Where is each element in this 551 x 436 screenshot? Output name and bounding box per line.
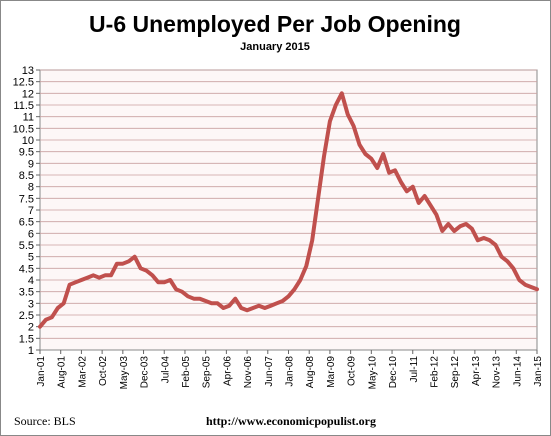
x-tick-label: Oct-02 [98, 356, 109, 386]
y-tick-label: 11.5 [13, 100, 34, 112]
y-tick-label: 10 [22, 135, 34, 147]
series-lines [38, 91, 539, 329]
y-tick-label: 6.5 [19, 217, 34, 229]
y-tick-label: 5 [28, 252, 34, 264]
x-tick-label: Dec-03 [140, 356, 151, 389]
x-tick-label: Feb-12 [429, 356, 440, 388]
source-label: Source: BLS [14, 414, 76, 428]
y-tick-label: 7 [28, 205, 34, 217]
y-tick-label: 8.5 [19, 170, 34, 182]
y-tick-label: 11 [23, 112, 34, 124]
x-tick-label: Oct-09 [347, 356, 358, 386]
x-tick-label: Jul-11 [409, 356, 420, 383]
y-tick-label: 5.5 [19, 240, 34, 252]
x-tick-label: Sep-12 [450, 356, 461, 389]
y-tick-label: 4.5 [19, 263, 34, 275]
y-tick-label: 8 [28, 182, 34, 194]
x-tick-label: May-03 [119, 356, 130, 390]
y-tick-label: 9 [28, 158, 34, 170]
x-tick-label: Mar-09 [326, 356, 337, 388]
y-tick-label: 2 [28, 322, 34, 334]
y-tick-label: 3 [28, 298, 34, 310]
x-tick-label: Jan-08 [285, 356, 296, 387]
chart-subtitle: January 2015 [240, 41, 310, 53]
y-tick-label: 10.5 [13, 123, 34, 135]
y-tick-label: 9.5 [19, 147, 34, 159]
x-axis-ticks: Jan-01 Aug-01 Mar-02 Oct-02 May-03 Dec-03 Jul-… [36, 350, 544, 389]
x-tick-label: Apr-13 [471, 356, 482, 386]
x-tick-label: Aug-08 [305, 356, 316, 389]
x-tick-label: Apr-06 [222, 356, 233, 386]
y-tick-label: 7.5 [19, 193, 34, 205]
x-tick-label: Jul-04 [160, 356, 171, 384]
x-tick-label: Dec-10 [388, 356, 399, 389]
y-tick-label: 3.5 [19, 287, 34, 299]
y-tick-label: 12.5 [13, 77, 34, 89]
x-tick-label: Nov-06 [243, 356, 254, 389]
x-tick-label: Jan-15 [533, 356, 544, 387]
x-tick-label: Feb-05 [181, 356, 192, 388]
x-tick-label: Aug-01 [57, 356, 68, 389]
y-tick-label: 4 [28, 275, 34, 287]
x-tick-label: Jun-07 [264, 356, 275, 387]
chart-title: U-6 Unemployed Per Job Opening [89, 11, 461, 37]
x-tick-label: Nov-13 [492, 356, 503, 389]
y-tick-label: 6 [28, 228, 34, 240]
y-tick-label: 1 [28, 345, 34, 357]
gridlines [36, 69, 537, 351]
source-url: http://www.economicpopulist.org [206, 414, 376, 428]
y-tick-label: 13 [22, 65, 34, 77]
x-tick-label: May-10 [367, 356, 378, 390]
y-tick-label: 12 [22, 88, 34, 100]
x-tick-label: Mar-02 [77, 356, 88, 388]
y-axis-ticks: 11.522.533.544.555.566.577.588.599.51010… [13, 65, 34, 357]
x-tick-label: Jan-01 [36, 356, 47, 387]
x-tick-label: Sep-05 [202, 356, 213, 389]
x-tick-label: Jun-14 [512, 356, 523, 387]
y-tick-label: 1.5 [19, 333, 34, 345]
y-tick-label: 2.5 [19, 310, 34, 322]
series-line-0 [38, 91, 539, 329]
